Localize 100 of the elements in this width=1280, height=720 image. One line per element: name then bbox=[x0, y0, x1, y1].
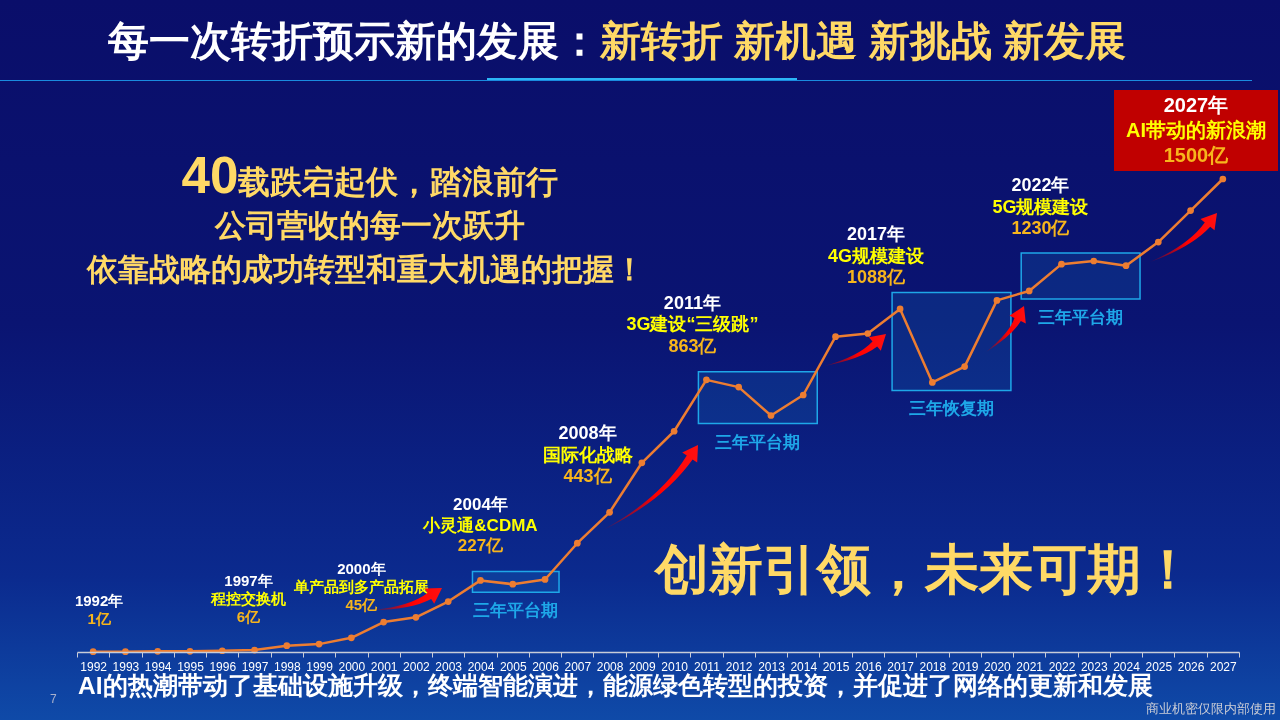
x-tick-label: 2008 bbox=[596, 659, 624, 674]
x-tick-label: 2027 bbox=[1210, 659, 1238, 674]
legend-label: 三年平台期 bbox=[473, 599, 559, 622]
x-tick-label: 2024 bbox=[1113, 659, 1141, 674]
point bbox=[799, 391, 807, 399]
x-tick-label: 1998 bbox=[273, 659, 301, 674]
x-tick-label: 2021 bbox=[1016, 659, 1044, 674]
x-tick-label: 2026 bbox=[1177, 659, 1205, 674]
x-tick-label: 2003 bbox=[435, 659, 463, 674]
point bbox=[1154, 238, 1162, 246]
point bbox=[154, 648, 162, 655]
point bbox=[864, 330, 872, 337]
point bbox=[832, 333, 839, 341]
annotation: 2022年 bbox=[1011, 175, 1070, 197]
x-tick-label: 2012 bbox=[725, 659, 753, 674]
x-tick-label: 2015 bbox=[822, 659, 850, 674]
data-label: 1亿 bbox=[87, 609, 111, 628]
point bbox=[444, 598, 452, 605]
x-tick-label: 2002 bbox=[403, 659, 431, 674]
x-tick-label: 1994 bbox=[144, 659, 172, 674]
annotation: 3G建设“三级跳” bbox=[626, 314, 759, 337]
annotation: 1997年 bbox=[224, 572, 273, 591]
x-tick-label: 1993 bbox=[112, 659, 140, 674]
text: 商业机密仅限内部使用 bbox=[1146, 701, 1276, 717]
text: 2027年 bbox=[1163, 93, 1229, 118]
data-label: 45亿 bbox=[345, 595, 378, 614]
point bbox=[638, 459, 646, 467]
point bbox=[412, 613, 420, 621]
chart-subtitle: 新转折 新机遇 新挑战 新发展 bbox=[600, 18, 1127, 65]
x-tick-label: 2017 bbox=[887, 659, 915, 674]
point bbox=[1219, 175, 1227, 183]
x-tick-label: 1996 bbox=[209, 659, 237, 674]
data-label: 863亿 bbox=[668, 336, 717, 358]
x-tick-label: 2023 bbox=[1080, 659, 1108, 674]
x-tick-label: 2005 bbox=[499, 659, 527, 674]
annotation: 依靠战略的成功转型和重大机遇的把握！ bbox=[87, 252, 645, 288]
point bbox=[993, 297, 1001, 304]
annotation: 2017年 bbox=[847, 224, 906, 246]
annotation: 5G规模建设 bbox=[992, 196, 1089, 219]
band-label: 三年平台期 bbox=[1038, 306, 1124, 329]
x-tick-label: 2019 bbox=[951, 659, 979, 674]
chart-title: 每一次转折预示新的发展： bbox=[108, 18, 600, 65]
data-label: 1500亿 bbox=[1163, 143, 1229, 168]
text: AI的热潮带动了基础设施升级，终端智能演进，能源绿色转型的投资，并促进了网络的更新和发展 bbox=[78, 671, 1153, 701]
annotation: 4G规模建设 bbox=[828, 245, 925, 268]
x-tick-label: 2009 bbox=[629, 659, 657, 674]
point bbox=[283, 642, 291, 650]
annotation: 创新引领，未来可期！ bbox=[655, 537, 1195, 601]
point bbox=[348, 634, 355, 642]
annotation: 小灵通&CDMA bbox=[423, 515, 538, 537]
point bbox=[703, 376, 710, 384]
point bbox=[670, 427, 678, 435]
point bbox=[315, 640, 323, 648]
x-tick-label: 1992 bbox=[80, 659, 108, 674]
x-tick-label: 2014 bbox=[790, 659, 818, 674]
point bbox=[1058, 260, 1065, 268]
band-label: 三年恢复期 bbox=[909, 397, 994, 420]
point bbox=[929, 379, 936, 386]
x-tick-label: 2004 bbox=[467, 659, 495, 674]
x-tick-label: 2020 bbox=[984, 659, 1012, 674]
point bbox=[1025, 287, 1033, 295]
annotation: 2004年 bbox=[453, 495, 508, 516]
x-tick-label: 1995 bbox=[177, 659, 205, 674]
point bbox=[477, 577, 484, 584]
point bbox=[541, 576, 549, 583]
point bbox=[1187, 207, 1194, 214]
point bbox=[1090, 257, 1098, 265]
point bbox=[735, 383, 743, 391]
data-label: 1230亿 bbox=[1011, 218, 1070, 241]
x-tick-label: 2000 bbox=[338, 659, 366, 674]
x-tick-label: 2010 bbox=[661, 659, 689, 674]
x-tick-label: 2011 bbox=[694, 659, 721, 674]
point bbox=[767, 412, 775, 419]
annotation: 2011年 bbox=[663, 293, 721, 315]
annotation: 1992年 bbox=[74, 591, 124, 610]
x-tick-label: 2001 bbox=[370, 659, 398, 674]
point bbox=[122, 648, 129, 656]
point bbox=[380, 618, 387, 626]
x-tick-label: 2007 bbox=[564, 659, 592, 674]
point bbox=[606, 508, 613, 516]
point bbox=[573, 539, 581, 547]
annotation: 单产品到多产品拓展 bbox=[293, 577, 429, 596]
text: 7 bbox=[50, 692, 57, 707]
annotation: 程控交换机 bbox=[211, 590, 287, 609]
point bbox=[1122, 262, 1130, 270]
x-tick-label: 2018 bbox=[919, 659, 947, 674]
band-label: 三年平台期 bbox=[715, 431, 801, 453]
annotation: 国际化战略 bbox=[542, 445, 633, 467]
data-label: 1088亿 bbox=[847, 267, 906, 289]
point bbox=[509, 580, 517, 588]
point bbox=[961, 363, 968, 370]
x-tick-label: 1999 bbox=[306, 659, 334, 674]
annotation: 40载跌宕起伏，踏浪前行 bbox=[181, 146, 559, 204]
point bbox=[251, 646, 258, 654]
data-label: 443亿 bbox=[563, 466, 612, 489]
data-label: 227亿 bbox=[457, 536, 504, 557]
x-tick-label: 2013 bbox=[758, 659, 786, 674]
annotation: 2008年 bbox=[558, 423, 617, 446]
x-tick-label: 2025 bbox=[1145, 659, 1173, 674]
text: AI带动的新浪潮 bbox=[1126, 118, 1266, 143]
